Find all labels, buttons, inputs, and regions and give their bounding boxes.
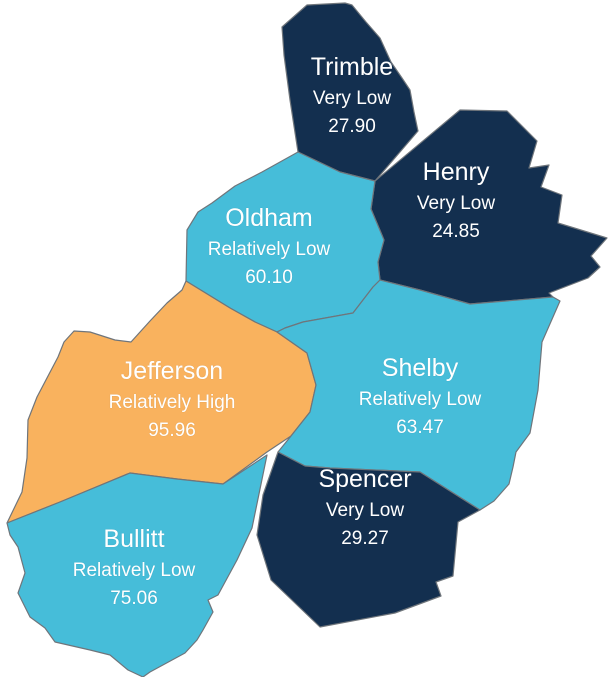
county-trimble-shape[interactable]: [281, 2, 419, 182]
county-spencer-shape[interactable]: [256, 451, 481, 628]
county-bullitt-shape[interactable]: [6, 454, 268, 677]
